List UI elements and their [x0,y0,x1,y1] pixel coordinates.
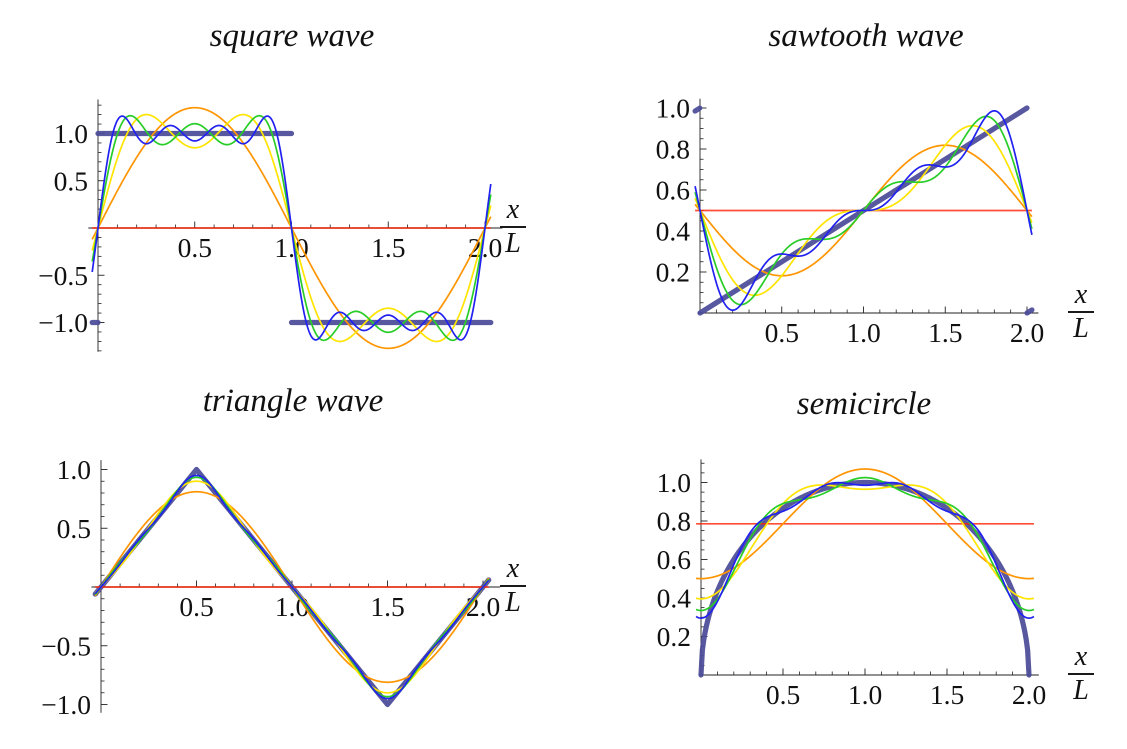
y-tick-label: 0.8 [656,134,690,165]
x-tick-label: 0.5 [765,317,799,348]
semicircle-title: semicircle [796,386,932,422]
y-tick-label: 0.2 [657,621,691,652]
exact-function-curve [89,130,494,326]
partial-sum-curve-3-terms [695,476,1035,612]
square-wave-plot: 0.5 1.0 1.5 2.0 1.0 0.5 −0.5 −1.0 [38,99,503,352]
x-tick-label: 2.0 [466,591,500,622]
x-tick-label: 1.0 [848,679,882,710]
x-tick-label: 0.5 [178,232,212,263]
fraction-numerator: x [500,555,526,587]
fraction-numerator: x [500,196,526,228]
x-over-l-label: x L [500,555,526,617]
fraction-denominator: L [505,587,521,618]
y-tick-label: 1.0 [657,467,691,498]
y-tick-label: 0.5 [54,165,88,196]
exact-function-curve [698,479,1032,678]
y-tick-label: 1.0 [54,118,88,149]
sawtooth-wave-plot: 0.5 1.0 1.5 2.0 1.0 0.8 0.6 0.4 0.2 [656,93,1045,349]
fraction-denominator: L [505,228,521,259]
y-tick-label: 0.6 [657,544,691,575]
triangle-wave-plot: 0.5 1.0 1.5 2.0 1.0 0.5 −0.5 −1.0 [41,454,501,720]
x-tick-label: 1.0 [275,591,309,622]
fraction-denominator: L [1073,313,1089,344]
square-wave-title: square wave [209,18,375,54]
x-tick-label: 2.0 [468,232,502,263]
x-tick-label: 1.5 [930,679,964,710]
y-tick-label: −0.5 [38,260,88,291]
partial-sum-curve-4-terms [91,115,492,341]
triangle-wave-title: triangle wave [202,383,384,419]
x-over-l-label: x L [1068,281,1094,343]
fraction-numerator: x [1068,643,1094,675]
x-tick-label: 2.0 [1012,679,1046,710]
x-tick-label: 1.0 [274,232,308,263]
y-tick-label: 1.0 [57,454,91,485]
partial-sum-curve-1-terms [695,468,1035,580]
semicircle-plot: 0.5 1.0 1.5 2.0 1.0 0.8 0.6 0.4 0.2 [657,459,1046,710]
partial-sum-curve-4-terms [695,481,1035,619]
x-tick-label: 2.0 [1010,317,1044,348]
x-tick-label: 1.5 [371,232,405,263]
y-tick-label: 0.4 [657,583,692,614]
x-tick-label: 1.5 [928,317,962,348]
x-over-l-label: x L [1068,643,1094,705]
y-tick-label: −1.0 [41,689,91,720]
x-tick-label: 0.5 [766,679,800,710]
y-tick-label: 1.0 [656,93,690,124]
y-tick-label: −1.0 [38,307,88,338]
partial-sum-curve-4-terms [694,109,1033,312]
sawtooth-wave-title: sawtooth wave [768,18,964,54]
x-tick-label: 0.5 [179,591,213,622]
partial-sum-curve-2-terms [695,484,1035,600]
y-tick-label: 0.2 [656,257,690,288]
x-tick-label: 1.5 [370,591,404,622]
y-tick-label: 0.5 [57,513,91,544]
fraction-denominator: L [1073,675,1089,706]
y-tick-label: 0.6 [656,175,690,206]
fraction-numerator: x [1068,281,1094,313]
x-over-l-label: x L [500,196,526,258]
y-tick-label: −0.5 [41,630,91,661]
y-tick-label: 0.8 [657,506,691,537]
x-tick-label: 1.0 [846,317,880,348]
partial-sum-curve-4-terms [94,474,490,700]
y-tick-label: 0.4 [656,216,691,247]
